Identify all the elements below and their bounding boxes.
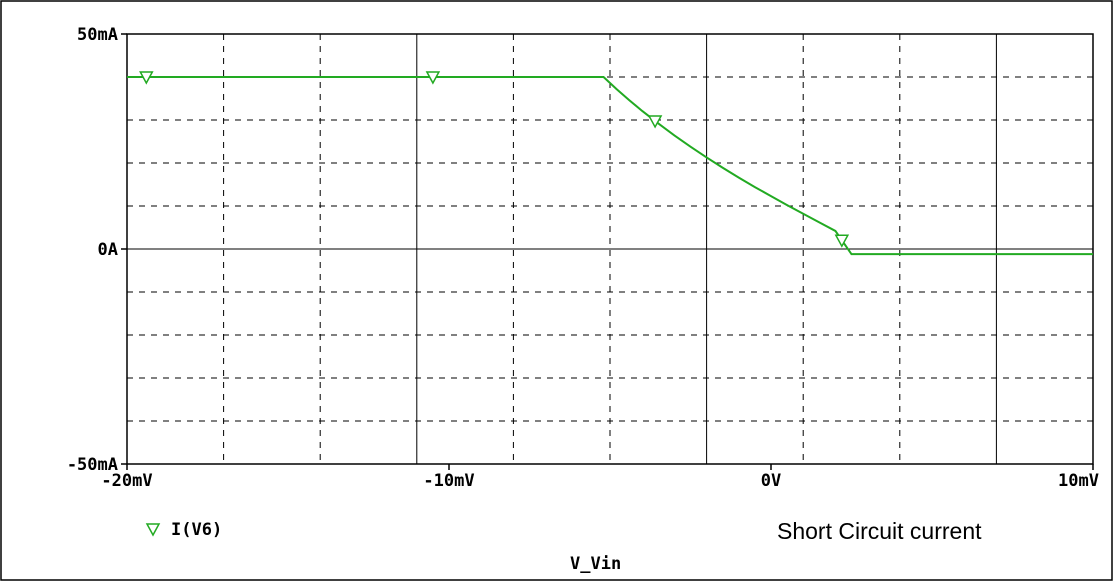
tick-labels: 50mA 0A -50mA-20mV -10mV 0V 10mV: [67, 25, 1099, 491]
series-marker: [647, 115, 663, 129]
legend-label: I(V6): [171, 520, 222, 540]
series-marker: [834, 234, 850, 248]
grid: [127, 34, 1093, 464]
legend-marker-triangle-icon: [145, 523, 161, 537]
series-line: [127, 76, 1093, 256]
y-tick-label: 50mA: [77, 25, 118, 45]
axes: [121, 33, 1094, 470]
x-tick-label: 0V: [761, 471, 781, 491]
x-tick-label: 10mV: [1058, 471, 1099, 491]
x-tick-label: -10mV: [423, 471, 474, 491]
y-tick-label: -50mA: [67, 455, 118, 475]
legend: I(V6): [145, 520, 222, 540]
series-layer: [127, 71, 1093, 256]
series-marker: [139, 71, 154, 85]
annotation-text: Short Circuit current: [777, 518, 982, 544]
x-tick-label: -20mV: [101, 471, 152, 491]
y-tick-label: 0A: [98, 240, 118, 260]
x-axis-label: V_Vin: [570, 554, 621, 574]
series-marker: [425, 71, 441, 85]
